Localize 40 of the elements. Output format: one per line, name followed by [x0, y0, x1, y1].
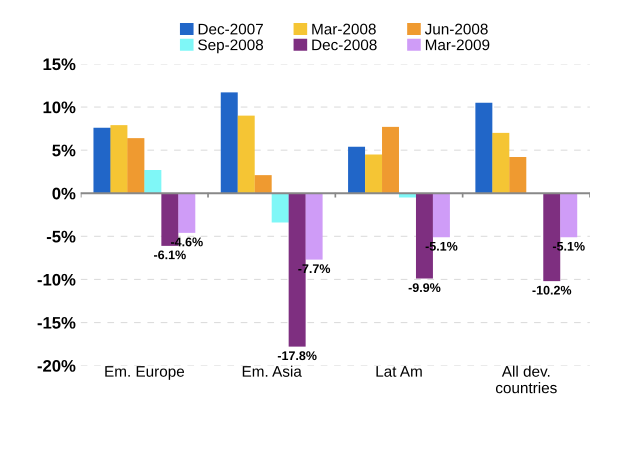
- data-label: -9.9%: [408, 283, 440, 292]
- y-tick-label: 10%: [44, 101, 76, 114]
- bar: [509, 157, 526, 194]
- bar: [492, 132, 510, 194]
- x-tick-label: Em. Asia: [242, 366, 302, 377]
- y-tick-label: -15%: [38, 316, 76, 329]
- bar: [365, 154, 382, 194]
- bar: [127, 138, 144, 194]
- bar: [144, 170, 162, 194]
- x-tick-label: Lat Am: [376, 366, 422, 377]
- legend-label: Sep-2008: [198, 39, 264, 54]
- bar: [306, 193, 323, 260]
- legend-label: Dec-2008: [312, 39, 377, 50]
- bar: [348, 146, 366, 194]
- data-label: -10.2%: [532, 286, 572, 295]
- bar: [382, 126, 399, 194]
- bar: [93, 128, 110, 194]
- legend-label: Jun-2008: [424, 24, 488, 34]
- bar: [475, 102, 492, 194]
- y-tick-label: -5%: [46, 230, 76, 243]
- x-tick-label: Em. Europe: [105, 366, 184, 380]
- bar: [178, 193, 196, 233]
- bar: [432, 193, 450, 238]
- bar: [560, 193, 578, 238]
- y-tick-label: 15%: [44, 58, 76, 70]
- bar: [110, 125, 128, 194]
- data-label: -6.1%: [154, 250, 186, 260]
- legend-label: Dec-2007: [198, 24, 263, 34]
- bar: [272, 193, 289, 223]
- y-tick-label: 5%: [52, 144, 76, 156]
- legend-label: Mar-2008: [312, 24, 376, 34]
- x-tick-label: All dev. countries: [496, 366, 557, 394]
- legend-label: Mar-2009: [426, 39, 490, 50]
- bar: [220, 92, 238, 194]
- data-label: -17.8%: [278, 351, 317, 360]
- bar: [254, 175, 272, 194]
- y-tick-label: -20%: [38, 360, 76, 372]
- bar: [238, 116, 255, 194]
- y-tick-label: 0%: [52, 188, 76, 200]
- y-tick-label: -10%: [38, 274, 76, 286]
